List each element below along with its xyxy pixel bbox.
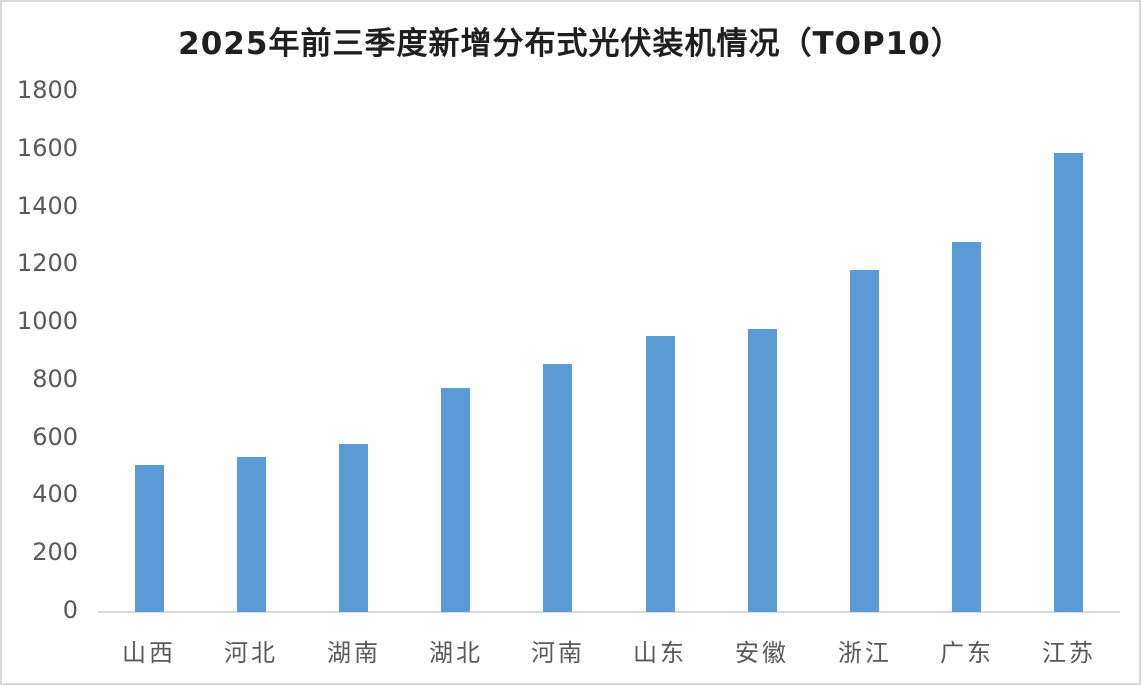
x-category-label: 湖北 (429, 639, 483, 667)
y-tick-label: 800 (32, 364, 78, 393)
x-category-label: 山东 (633, 639, 687, 667)
bar-湖南 (339, 444, 368, 612)
x-category-label: 山西 (122, 639, 176, 667)
x-category-label: 广东 (940, 639, 994, 667)
x-axis-line (98, 611, 1120, 613)
x-category-label: 河北 (224, 639, 278, 667)
bar-广东 (952, 242, 981, 612)
y-tick-label: 1000 (16, 307, 78, 336)
bar-安徽 (748, 329, 777, 612)
x-category-label: 河南 (531, 639, 585, 667)
bar-湖北 (441, 388, 470, 612)
bar-山东 (646, 336, 675, 612)
y-tick-label: 1400 (16, 191, 78, 220)
bar-江苏 (1054, 153, 1083, 612)
bar-河北 (237, 457, 266, 612)
y-tick-label: 0 (62, 596, 78, 624)
x-category-label: 湖南 (327, 639, 381, 667)
y-tick-label: 1600 (16, 133, 78, 162)
plot-area (98, 92, 1120, 612)
bar-河南 (543, 364, 572, 612)
x-category-label: 浙江 (838, 639, 892, 667)
x-category-label: 安徽 (735, 639, 789, 667)
chart-title: 2025年前三季度新增分布式光伏装机情况（TOP10） (178, 26, 963, 62)
y-tick-label: 400 (32, 480, 78, 509)
y-tick-label: 600 (32, 422, 78, 451)
y-tick-label: 200 (32, 538, 78, 567)
bar-山西 (135, 465, 164, 612)
x-category-label: 江苏 (1042, 639, 1096, 667)
y-tick-label: 1800 (16, 76, 78, 104)
y-tick-label: 1200 (16, 249, 78, 278)
bar-浙江 (850, 270, 879, 612)
